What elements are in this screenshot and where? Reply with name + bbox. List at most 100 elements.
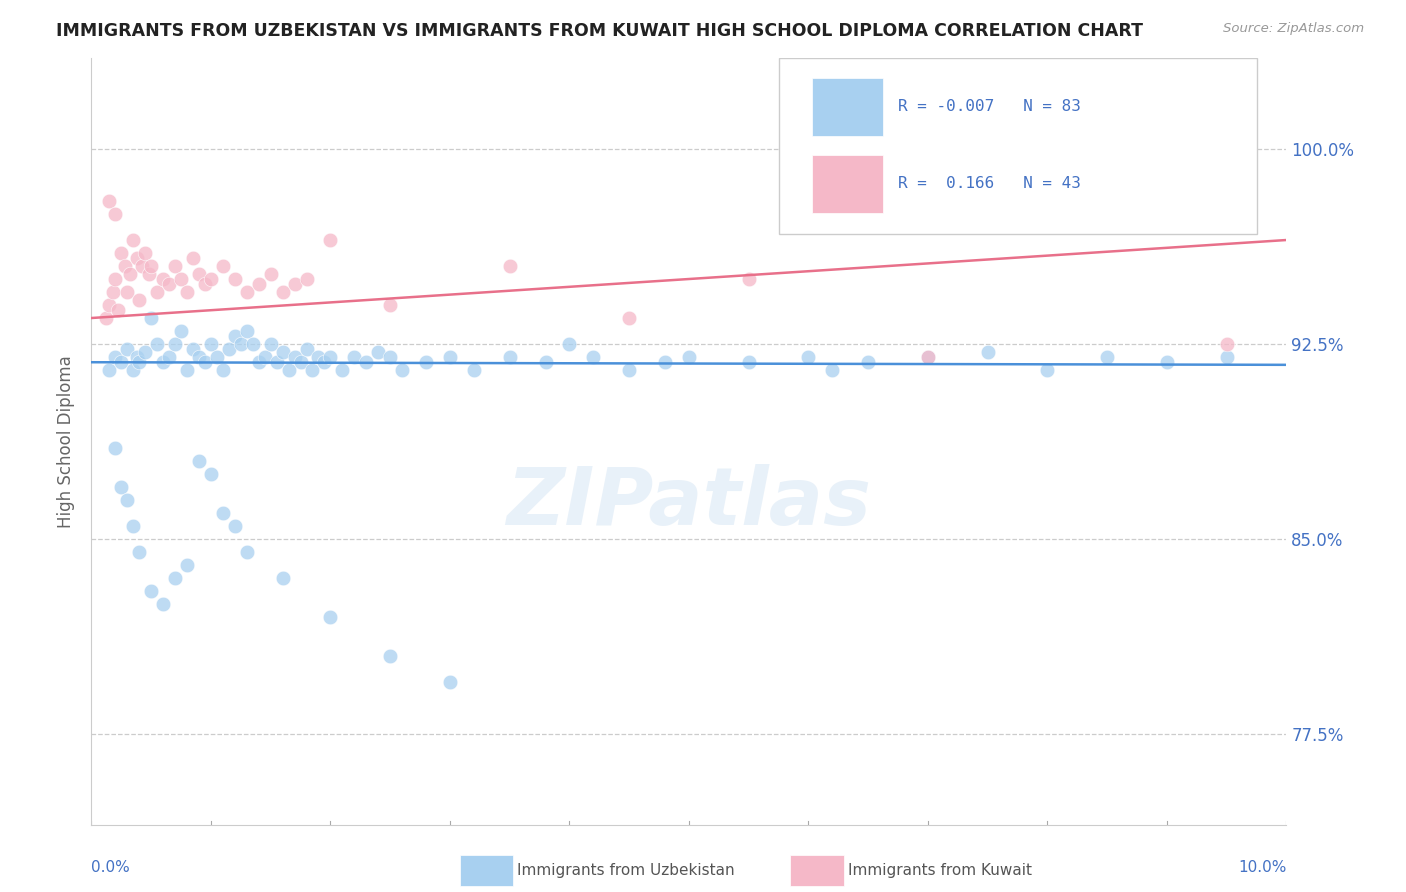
Point [110, 246, 132, 260]
Point [146, 337, 169, 351]
Point [224, 519, 246, 533]
Point [1036, 363, 1059, 377]
Point [163, 259, 186, 273]
Point [218, 343, 240, 357]
Point [301, 363, 323, 377]
Point [181, 251, 204, 265]
Point [194, 355, 217, 369]
Point [194, 277, 217, 292]
FancyBboxPatch shape [813, 154, 883, 213]
Point [224, 272, 246, 286]
Point [134, 246, 156, 260]
FancyBboxPatch shape [779, 58, 1257, 235]
Point [678, 350, 700, 364]
Point [110, 355, 132, 369]
Point [114, 259, 136, 273]
Point [1215, 350, 1237, 364]
Point [498, 259, 520, 273]
Point [188, 350, 211, 364]
Point [211, 506, 233, 520]
Point [283, 350, 307, 364]
Point [976, 344, 998, 359]
Point [131, 259, 153, 273]
Point [498, 350, 520, 364]
Point [122, 363, 145, 377]
Point [235, 545, 259, 559]
Y-axis label: High School Diploma: High School Diploma [58, 355, 76, 528]
Point [367, 344, 389, 359]
Point [247, 355, 270, 369]
Point [176, 558, 198, 572]
Text: Immigrants from Uzbekistan: Immigrants from Uzbekistan [517, 863, 735, 878]
Point [101, 285, 124, 299]
Point [259, 337, 281, 351]
Point [125, 251, 148, 265]
Point [152, 272, 174, 286]
Point [737, 272, 759, 286]
Point [295, 343, 318, 357]
Text: Source: ZipAtlas.com: Source: ZipAtlas.com [1223, 22, 1364, 36]
Point [343, 350, 366, 364]
Point [98, 298, 121, 312]
Point [176, 285, 198, 299]
Point [797, 350, 820, 364]
Text: 0.0%: 0.0% [91, 860, 131, 875]
Point [157, 350, 180, 364]
Point [157, 277, 180, 292]
Point [134, 344, 156, 359]
Point [463, 363, 485, 377]
Point [188, 454, 211, 468]
Point [439, 350, 461, 364]
Point [266, 355, 288, 369]
Point [558, 337, 581, 351]
Point [146, 285, 169, 299]
Point [141, 584, 162, 599]
Point [319, 233, 342, 247]
Point [283, 277, 307, 292]
Text: R = -0.007   N = 83: R = -0.007 N = 83 [898, 99, 1081, 114]
Point [98, 194, 121, 208]
Point [534, 355, 557, 369]
Point [128, 545, 150, 559]
Point [138, 267, 160, 281]
Point [122, 519, 145, 533]
Point [821, 363, 844, 377]
Point [319, 610, 342, 624]
Point [619, 363, 641, 377]
Point [271, 285, 294, 299]
Point [104, 207, 127, 221]
Point [378, 649, 402, 664]
Point [1097, 350, 1119, 364]
Text: 10.0%: 10.0% [1239, 860, 1286, 875]
Point [163, 571, 186, 585]
FancyBboxPatch shape [813, 78, 883, 136]
Point [200, 467, 222, 481]
Point [271, 571, 294, 585]
Point [229, 337, 252, 351]
Point [354, 355, 377, 369]
Text: ZIPatlas: ZIPatlas [506, 464, 872, 542]
Point [152, 355, 174, 369]
Point [378, 298, 402, 312]
Point [332, 363, 354, 377]
Point [104, 350, 127, 364]
Point [415, 355, 437, 369]
Point [107, 303, 129, 318]
Point [917, 350, 939, 364]
Point [104, 272, 127, 286]
Point [110, 480, 132, 494]
Point [152, 597, 174, 611]
Point [200, 272, 222, 286]
Point [128, 355, 150, 369]
Point [378, 350, 402, 364]
Point [1215, 337, 1237, 351]
Point [128, 293, 150, 307]
Point [141, 311, 162, 326]
Point [94, 311, 117, 326]
Point [391, 363, 413, 377]
Point [104, 441, 127, 455]
Point [188, 267, 211, 281]
Point [224, 329, 246, 343]
Point [242, 337, 264, 351]
Point [125, 350, 148, 364]
